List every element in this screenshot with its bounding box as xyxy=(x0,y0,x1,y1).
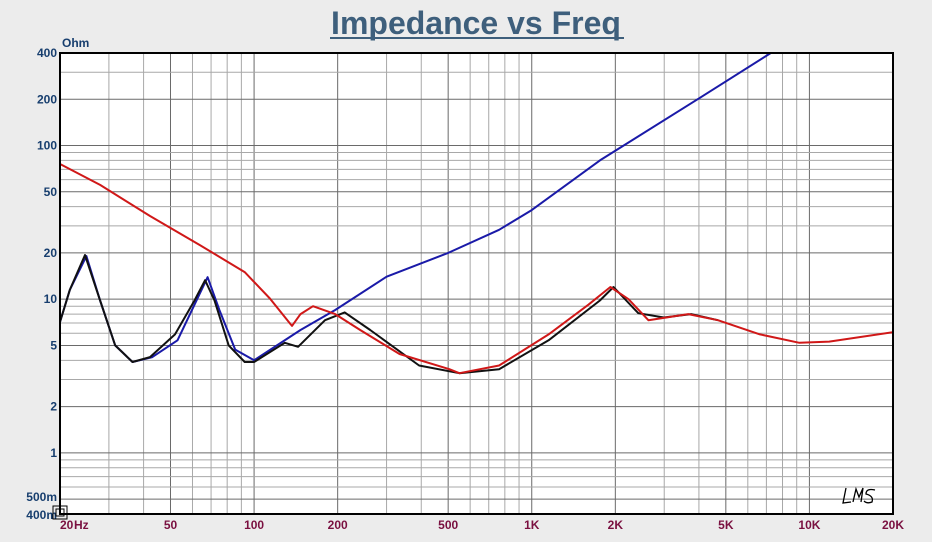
x-tick-label: 50 xyxy=(164,518,178,532)
plot-area xyxy=(60,53,893,514)
y-tick-label: 400 xyxy=(37,46,57,60)
series-line-2 xyxy=(59,163,894,375)
x-axis-unit: Hz xyxy=(74,518,89,532)
x-tick-label: 10K xyxy=(798,518,820,532)
y-tick-labels: 400 200 100 50 20 10 5 2 1 500m 400m xyxy=(26,46,57,522)
lms-logo xyxy=(842,486,876,504)
series-line-1 xyxy=(59,254,719,375)
cursor-icon[interactable] xyxy=(52,505,68,520)
curves xyxy=(59,52,894,375)
y-tick-label: 5 xyxy=(50,338,57,352)
x-tick-label: 200 xyxy=(328,518,348,532)
x-tick-label: 1K xyxy=(524,518,540,532)
y-tick-label: 200 xyxy=(37,92,57,106)
x-tick-label: 20K xyxy=(882,518,904,532)
y-tick-label: 2 xyxy=(50,400,57,414)
grid xyxy=(59,52,894,515)
y-tick-label: 10 xyxy=(44,292,58,306)
y-tick-label: 50 xyxy=(44,185,58,199)
y-tick-label: 500m xyxy=(26,490,57,504)
y-tick-label: 20 xyxy=(44,246,58,260)
x-tick-label: 500 xyxy=(438,518,458,532)
x-tick-label: 5K xyxy=(718,518,734,532)
x-tick-label: 100 xyxy=(244,518,264,532)
x-tick-labels: 20 50 100 200 500 1K 2K 5K 10K 20K xyxy=(60,518,904,532)
chart-title: Impedance vs Freq xyxy=(331,5,621,41)
y-axis-unit: Ohm xyxy=(62,36,89,50)
y-tick-label: 400m xyxy=(26,508,57,522)
x-tick-label: 2K xyxy=(608,518,624,532)
y-tick-label: 1 xyxy=(50,446,57,460)
plot-border xyxy=(59,52,894,515)
y-tick-label: 100 xyxy=(37,139,57,153)
x-tick-label: 20 xyxy=(60,518,74,532)
